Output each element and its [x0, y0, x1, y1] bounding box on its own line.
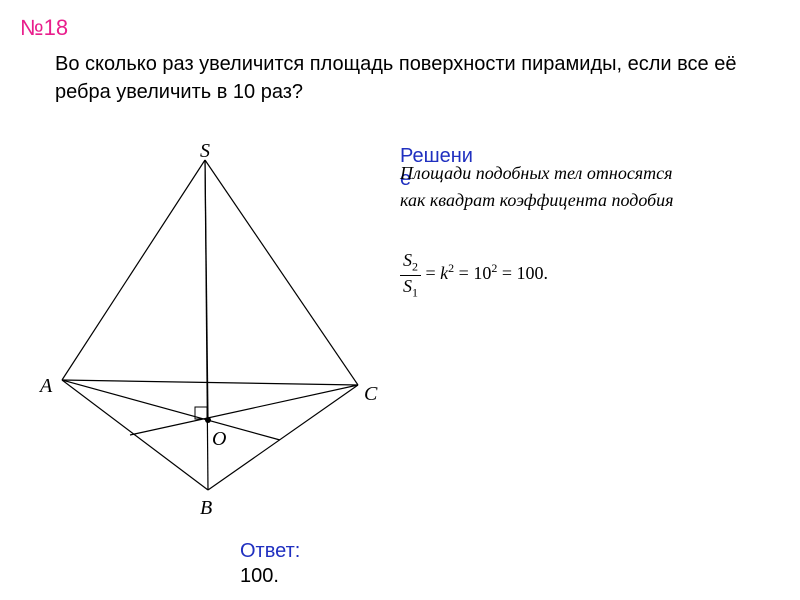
formula: S2 S1 = k2 = 102 = 100. — [400, 250, 548, 300]
vertex-label-S: S — [200, 140, 210, 163]
vertex-label-A: A — [40, 375, 52, 398]
result: = 100. — [502, 263, 548, 283]
numerator: S2 — [400, 250, 421, 276]
solution-text: Площади подобных тел относятся как квадр… — [400, 160, 780, 214]
problem-number: №18 — [20, 15, 68, 41]
solution-line2: как квадрат коэффицента подобия — [400, 190, 674, 210]
vertex-label-B: B — [200, 497, 212, 520]
pyramid-svg — [30, 135, 390, 515]
fraction: S2 S1 — [400, 250, 421, 300]
eq2: = — [459, 263, 474, 283]
ten: 10 — [473, 263, 491, 283]
k-var: k — [440, 263, 448, 283]
answer-label: Ответ: — [240, 540, 300, 563]
pyramid-diagram: SABCO — [30, 135, 390, 515]
answer-value: 100. — [240, 565, 279, 588]
vertex-label-C: C — [364, 383, 377, 406]
solution-line1: Площади подобных тел относятся — [400, 163, 673, 183]
eq1: = — [426, 263, 441, 283]
denominator: S1 — [400, 276, 421, 301]
vertex-label-O: O — [212, 428, 226, 451]
k-exp: 2 — [448, 261, 454, 275]
problem-text: Во сколько раз увеличится площадь поверх… — [55, 50, 745, 106]
ten-exp: 2 — [491, 261, 497, 275]
